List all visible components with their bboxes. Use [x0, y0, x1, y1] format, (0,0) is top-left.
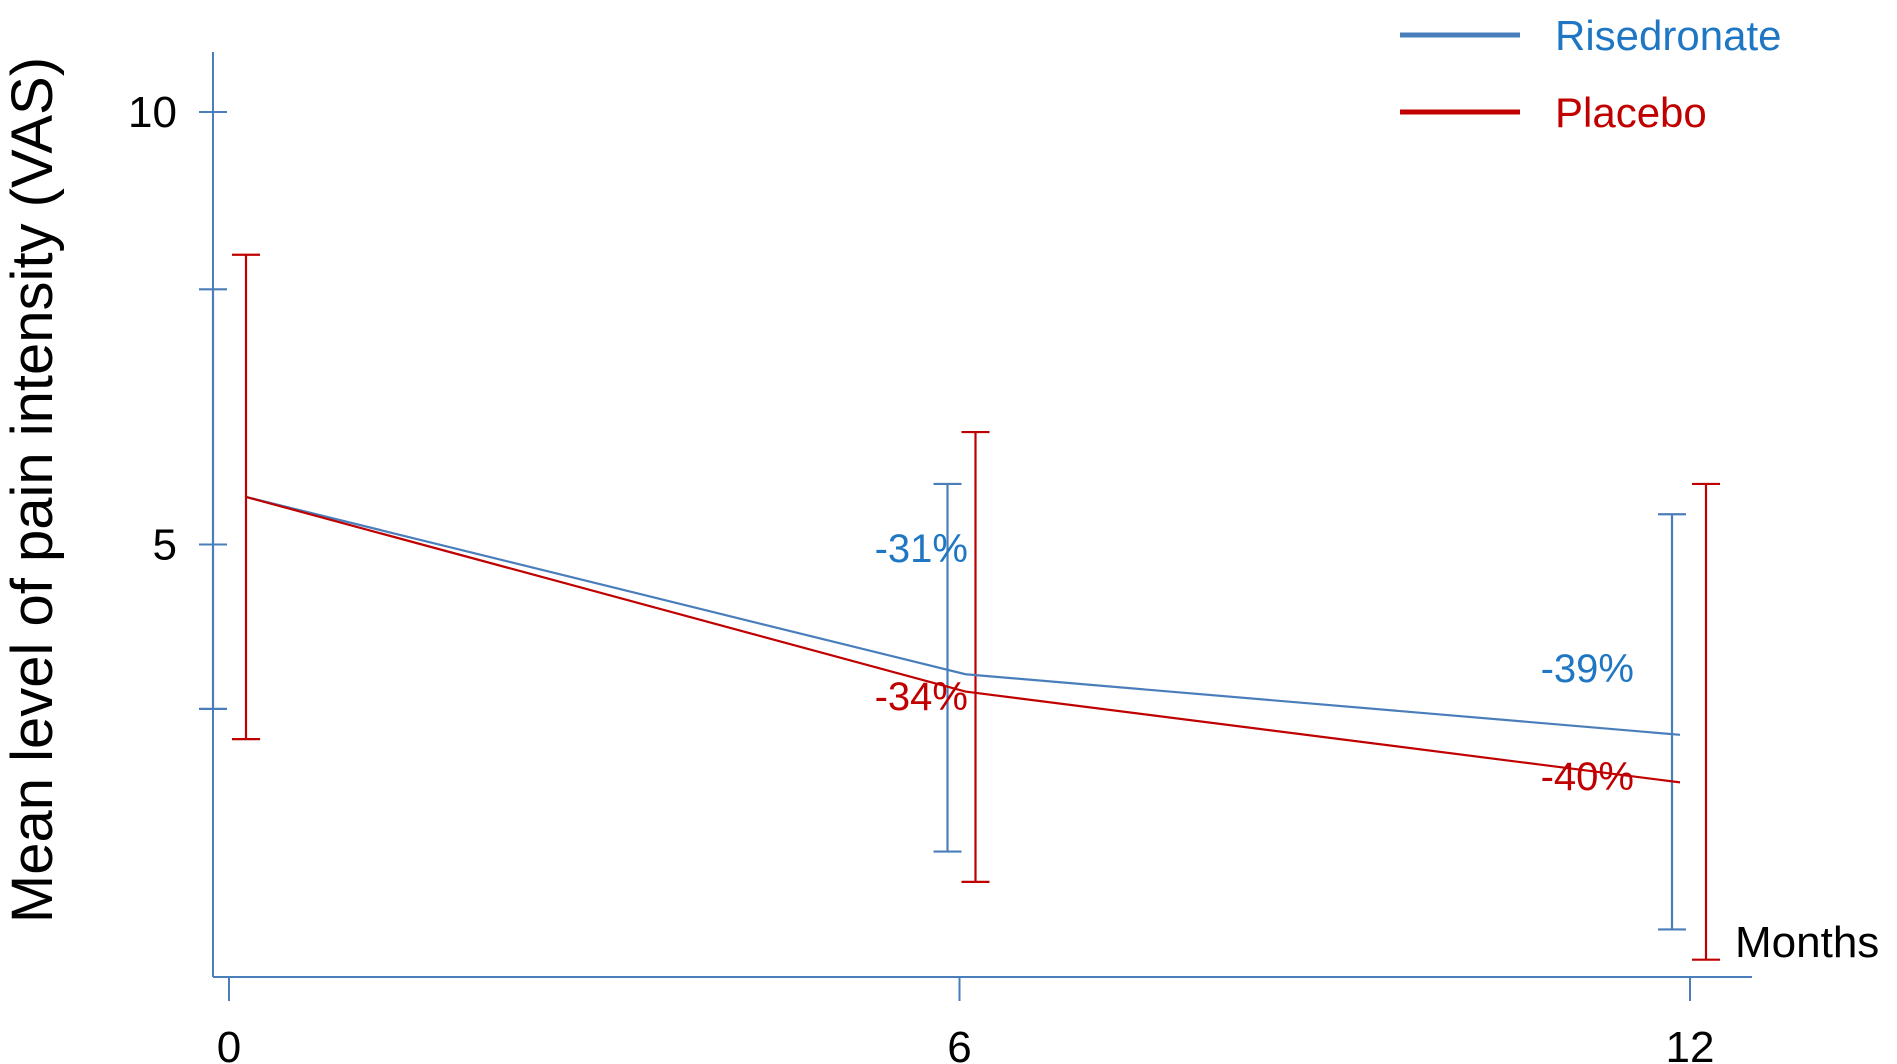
x-tick-label: 12 [1666, 1023, 1715, 1064]
tick-labels: 10 5 0 6 12 [128, 88, 1714, 1064]
legend-label-placebo: Placebo [1555, 89, 1707, 136]
annotation-label: -40% [1541, 755, 1634, 799]
series-line-placebo [245, 495, 1681, 784]
annotation-label: -31% [875, 527, 968, 571]
legend-label-risedronate: Risedronate [1555, 12, 1781, 59]
x-tick-label: 0 [217, 1023, 241, 1064]
x-axis-title: Months [1735, 918, 1879, 967]
annotation-label: -39% [1541, 647, 1634, 691]
y-tick-label: 10 [128, 88, 177, 137]
legend: Risedronate Placebo [1400, 12, 1781, 136]
annotations: -31% -39% -34% -40% [875, 527, 1634, 799]
error-bars [199, 253, 1720, 961]
y-tick-label: 5 [153, 521, 177, 570]
annotation-label: -34% [875, 675, 968, 719]
series-line-risedronate [245, 495, 1681, 736]
series-lines [245, 495, 1681, 784]
y-axis-title: Mean level of pain intensity (VAS) [0, 57, 65, 923]
x-tick-label: 6 [947, 1023, 971, 1064]
